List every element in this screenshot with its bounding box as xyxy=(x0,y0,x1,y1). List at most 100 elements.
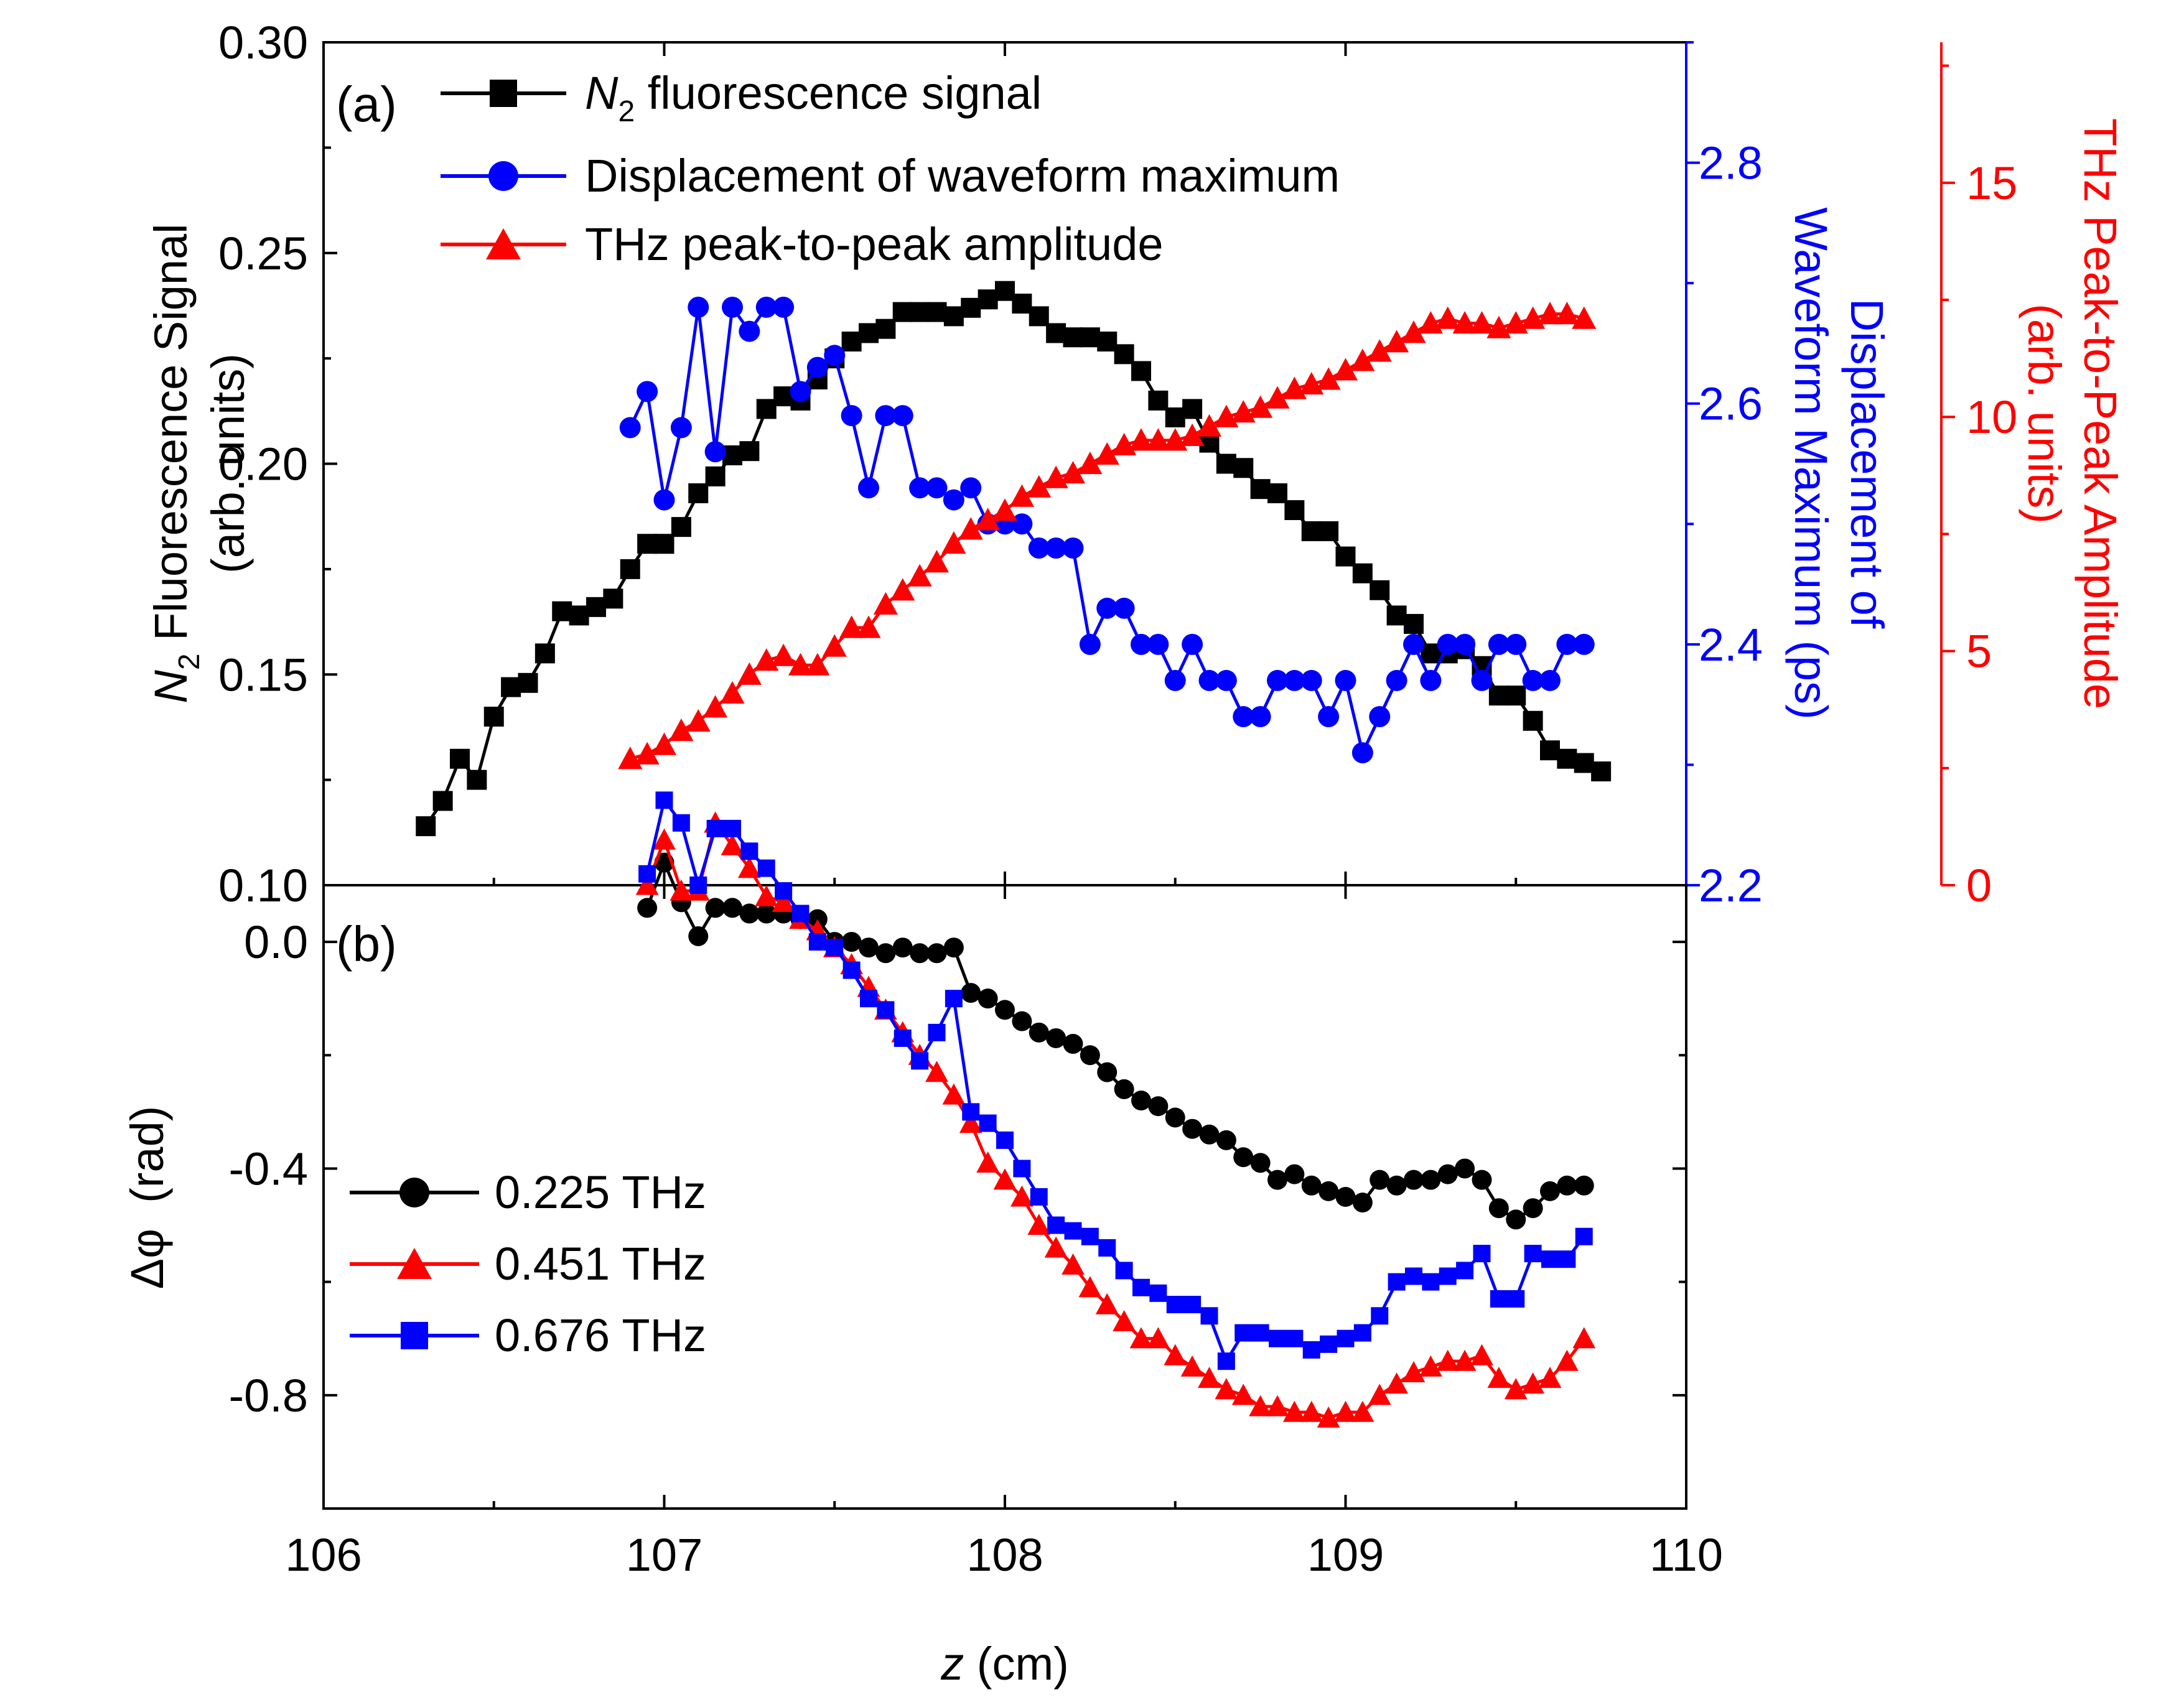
freq-0676-series-point xyxy=(1302,1341,1320,1359)
fluorescence-series-point xyxy=(569,605,589,626)
fluorescence-series-point xyxy=(859,323,879,343)
fluorescence-series-point xyxy=(483,707,504,727)
fluorescence-series-point xyxy=(1097,332,1118,352)
phase-axis-title-group: Δφ (rad) xyxy=(121,1106,173,1290)
fluorescence-series-point xyxy=(926,302,947,322)
freq-0676-series-point xyxy=(1166,1296,1184,1314)
freq-0676-series-point xyxy=(842,961,861,979)
displacement-series-point xyxy=(1182,633,1203,655)
freq-0225-series-point xyxy=(1404,1170,1424,1190)
fluorescence-series-point xyxy=(1370,580,1390,600)
x-axis-title: z (cm) xyxy=(940,1638,1069,1690)
panel-b-ticks: 0.0 -0.4 -0.8 106 107 108 109 110 xyxy=(228,885,1723,1581)
freq-0451-series-point xyxy=(1470,1344,1493,1365)
amplitude-series-point xyxy=(805,653,830,676)
displacement-series-point xyxy=(688,296,709,318)
amplitude-axis-title-group: THz Peak-to-Peak Amplitude (arb. units) xyxy=(2018,118,2126,709)
freq-0225-series-point xyxy=(1216,1130,1236,1150)
freq-0451-series-point xyxy=(1504,1378,1528,1400)
displacement-series-point xyxy=(1045,537,1067,559)
x-axis-tick-label: 110 xyxy=(1650,1529,1723,1581)
amplitude-series-point xyxy=(941,531,966,554)
displacement-series-point xyxy=(704,441,726,463)
displacement-series-point xyxy=(619,417,641,439)
freq-0451-series-point xyxy=(1180,1355,1204,1377)
amplitude-series-point xyxy=(1197,414,1222,437)
freq-0225-series-point xyxy=(1472,1170,1492,1190)
freq-0225-series-point xyxy=(1455,1158,1475,1179)
legend-label-fluorescence: N2 fluorescence signal xyxy=(585,67,1042,128)
phase-axis-tick-label: 0.0 xyxy=(244,916,308,968)
fluorescence-series-point xyxy=(1574,753,1594,773)
amplitude-series-point xyxy=(1146,428,1170,451)
fluorescence-series-point xyxy=(1216,453,1236,474)
amplitude-axis-tick-label: 15 xyxy=(1966,157,2017,209)
freq-0225-series-point xyxy=(1523,1198,1543,1219)
freq-0451-series-point xyxy=(653,828,676,850)
freq-0225-series-point xyxy=(1437,1164,1458,1184)
panel-b-series xyxy=(635,791,1596,1428)
freq-0451-series-point xyxy=(1044,1236,1068,1258)
fluorescence-axis-title: N2 Fluorescence Signal xyxy=(145,223,206,703)
amplitude-series-point xyxy=(976,508,1001,531)
freq-0225-series-point xyxy=(1506,1209,1526,1230)
fluorescence-axis-units: (arb. units) xyxy=(202,353,254,574)
fluorescence-series-point xyxy=(467,770,487,790)
freq-0676-series-point xyxy=(1371,1307,1389,1325)
legend-circle-marker-b xyxy=(399,1178,429,1207)
displacement-series-point xyxy=(858,477,879,499)
fluorescence-series-point xyxy=(1233,458,1254,478)
freq-0676-series-point xyxy=(1473,1245,1491,1263)
legend-entry-displacement: Displacement of waveform maximum xyxy=(441,150,1340,202)
displacement-series-point xyxy=(892,405,913,427)
displacement-series-point xyxy=(1522,669,1544,691)
amplitude-series-point xyxy=(1180,423,1205,446)
freq-0225-series-point xyxy=(1267,1170,1287,1190)
legend-entry-0451: 0.451 THz xyxy=(350,1238,706,1290)
displacement-series-point xyxy=(1505,633,1527,655)
legend-label-amplitude: THz peak-to-peak amplitude xyxy=(585,218,1164,270)
fluorescence-series-point xyxy=(1165,407,1185,427)
freq-0225-series-point xyxy=(688,926,709,946)
legend-entry-amplitude: THz peak-to-peak amplitude xyxy=(441,218,1164,270)
freq-0676-series-point xyxy=(928,1023,946,1041)
fluorescence-series-point xyxy=(1114,344,1134,365)
legend-circle-marker xyxy=(488,161,518,191)
amplitude-series-point xyxy=(1129,428,1154,451)
freq-0676-series-point xyxy=(1353,1324,1371,1342)
freq-0225-series-point xyxy=(859,937,879,958)
freq-0451-series-point xyxy=(1282,1400,1306,1422)
freq-0451-series-point xyxy=(993,1168,1017,1190)
freq-0451-series-point xyxy=(1215,1378,1238,1400)
freq-0451-series-point xyxy=(1317,1406,1340,1428)
freq-0451-series-point xyxy=(1487,1367,1511,1388)
x-axis-tick-label: 109 xyxy=(1307,1529,1384,1581)
freq-0676-series-point xyxy=(1405,1267,1422,1285)
displacement-axis-tick-label: 2.4 xyxy=(1699,619,1763,671)
amplitude-series-point xyxy=(651,732,677,755)
displacement-axis-tick-label: 2.6 xyxy=(1699,378,1763,430)
freq-0676-series-point xyxy=(724,819,741,837)
fluorescence-series-point xyxy=(534,643,555,664)
freq-0676-series-point xyxy=(638,865,656,883)
fluorescence-series-point xyxy=(1540,740,1560,761)
freq-0225-series-point xyxy=(892,937,913,958)
freq-0451-series-point xyxy=(737,857,761,878)
freq-0451-series-point xyxy=(1300,1400,1323,1422)
fluorescence-series-point xyxy=(1506,686,1526,706)
x-axis-tick-label: 106 xyxy=(285,1529,362,1581)
panel-a-tag: (a) xyxy=(336,77,397,132)
displacement-series-point xyxy=(1011,513,1033,535)
fluorescence-series-point xyxy=(995,281,1015,301)
amplitude-series-point xyxy=(822,634,847,657)
amplitude-series-point xyxy=(1060,461,1086,484)
freq-0225-series-point xyxy=(1540,1181,1560,1201)
freq-0451-series-point xyxy=(976,1151,1000,1173)
fluorescence-series-point xyxy=(688,483,709,503)
displacement-series-point xyxy=(943,489,964,511)
amplitude-series-point xyxy=(1316,367,1341,390)
freq-0676-series-point xyxy=(706,819,724,837)
amplitude-axis-tick-label: 10 xyxy=(1966,391,2017,443)
x-axis-tick-label: 108 xyxy=(966,1529,1043,1581)
